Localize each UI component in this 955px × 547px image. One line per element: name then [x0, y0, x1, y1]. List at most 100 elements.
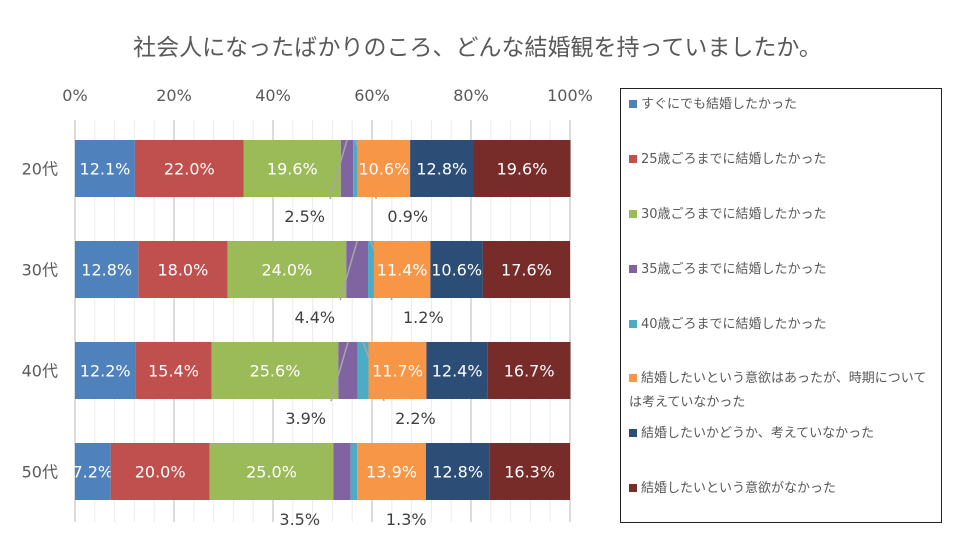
- bar-segment: [135, 342, 212, 399]
- bar-segment: [357, 140, 411, 197]
- bar-segment: [482, 241, 570, 298]
- chart-title: 社会人になったばかりのころ、どんな結婚観を持っていましたか。: [133, 35, 822, 61]
- leader-line: [339, 240, 358, 301]
- data-label: 12.1%: [80, 160, 131, 179]
- x-tick-label: 100%: [547, 86, 593, 105]
- data-label: 1.3%: [386, 510, 427, 529]
- legend-item: 30歳ごろまでに結婚したかった: [629, 203, 929, 227]
- bar-segment: [338, 342, 358, 399]
- bar-segment: [373, 241, 431, 298]
- bar-segment: [353, 140, 358, 197]
- data-label: 20.0%: [135, 463, 186, 482]
- legend-item: 40歳ごろまでに結婚したかった: [629, 313, 929, 337]
- data-label: 3.5%: [279, 510, 320, 529]
- legend-label: 結婚したいかどうか、考えていなかった: [641, 426, 875, 441]
- data-label: 22.0%: [164, 160, 215, 179]
- data-label: 3.9%: [285, 409, 326, 428]
- leader-line: [330, 341, 349, 402]
- legend-item: 25歳ごろまでに結婚したかった: [629, 148, 929, 172]
- data-label: 12.2%: [80, 362, 131, 381]
- legend-swatch: [629, 155, 637, 163]
- data-label: 12.4%: [432, 362, 483, 381]
- legend-label: 40歳ごろまでに結婚したかった: [641, 317, 827, 332]
- data-label: 17.6%: [501, 261, 552, 280]
- bar-segment: [209, 443, 334, 500]
- data-label: 10.6%: [358, 160, 409, 179]
- legend-item: 結婚したいという意欲はあったが、時期については考えていなかった: [629, 367, 929, 415]
- bar-segment: [134, 140, 244, 197]
- data-label: 0.9%: [387, 207, 428, 226]
- bar-segment: [243, 140, 341, 197]
- legend-label: 結婚したいという意欲はあったが、時期については考えていなかった: [629, 371, 927, 410]
- bar-segment: [489, 443, 570, 500]
- data-label: 19.6%: [497, 160, 548, 179]
- data-label: 12.8%: [416, 160, 467, 179]
- data-label: 19.6%: [267, 160, 318, 179]
- data-label: 15.4%: [148, 362, 199, 381]
- legend-label: 35歳ごろまでに結婚したかった: [641, 262, 827, 277]
- bar-segment: [350, 443, 358, 500]
- bar-segment: [473, 140, 571, 197]
- legend-item: 結婚したいかどうか、考えていなかった: [629, 422, 929, 446]
- bar-segment: [75, 241, 139, 298]
- data-label: 16.3%: [504, 463, 555, 482]
- bar-segment: [75, 342, 136, 399]
- legend-swatch: [629, 265, 637, 273]
- legend-swatch: [629, 429, 637, 437]
- legend-label: 30歳ごろまでに結婚したかった: [641, 207, 827, 222]
- legend-swatch: [629, 210, 637, 218]
- data-label: 13.9%: [366, 463, 417, 482]
- leader-line: [329, 139, 348, 200]
- legend-label: 結婚したいという意欲がなかった: [641, 481, 837, 496]
- data-label: 18.0%: [157, 261, 208, 280]
- data-label: 16.7%: [504, 362, 555, 381]
- legend: すぐにでも結婚したかった 25歳ごろまでに結婚したかった 30歳ごろまでに結婚したか…: [620, 88, 942, 523]
- bar-segment: [357, 443, 426, 500]
- bar-segment: [430, 241, 483, 298]
- legend-item: すぐにでも結婚したかった: [629, 93, 929, 117]
- bar-segment: [340, 140, 354, 197]
- data-label: 12.8%: [81, 261, 132, 280]
- data-label: 4.4%: [294, 308, 335, 327]
- data-label: 2.2%: [395, 409, 436, 428]
- legend-swatch: [629, 484, 637, 492]
- legend-swatch: [629, 374, 637, 382]
- legend-swatch: [629, 320, 637, 328]
- bar-segment: [368, 241, 374, 298]
- y-category-label: 20代: [22, 160, 58, 179]
- data-label: 11.4%: [377, 261, 428, 280]
- legend-item: 結婚したいという意欲がなかった: [629, 477, 929, 501]
- bar-segment: [368, 342, 427, 399]
- data-label: 11.7%: [372, 362, 423, 381]
- bar-segment: [426, 342, 488, 399]
- bar-segment: [75, 140, 135, 197]
- data-label: 7.2%: [72, 463, 113, 482]
- bar-segment: [346, 241, 369, 298]
- legend-swatch: [629, 100, 637, 108]
- legend-label: 25歳ごろまでに結婚したかった: [641, 152, 827, 167]
- bar-segment: [425, 443, 490, 500]
- y-category-label: 40代: [22, 362, 58, 381]
- data-label: 2.5%: [284, 207, 325, 226]
- x-tick-label: 20%: [156, 86, 192, 105]
- x-tick-label: 80%: [453, 86, 489, 105]
- data-label: 24.0%: [261, 261, 312, 280]
- bar-segment: [110, 443, 210, 500]
- legend-item: 35歳ごろまでに結婚したかった: [629, 258, 929, 282]
- bar-segment: [487, 342, 571, 399]
- data-label: 10.6%: [431, 261, 482, 280]
- bar-segment: [333, 443, 351, 500]
- legend-label: すぐにでも結婚したかった: [641, 97, 798, 112]
- bar-segment: [410, 140, 474, 197]
- bar-segment: [138, 241, 228, 298]
- x-tick-label: 60%: [354, 86, 390, 105]
- y-category-label: 50代: [22, 463, 58, 482]
- data-label: 25.0%: [246, 463, 297, 482]
- bar-segment: [227, 241, 347, 298]
- x-tick-label: 40%: [255, 86, 291, 105]
- data-label: 12.8%: [432, 463, 483, 482]
- bar-segment: [211, 342, 339, 399]
- y-category-label: 30代: [22, 261, 58, 280]
